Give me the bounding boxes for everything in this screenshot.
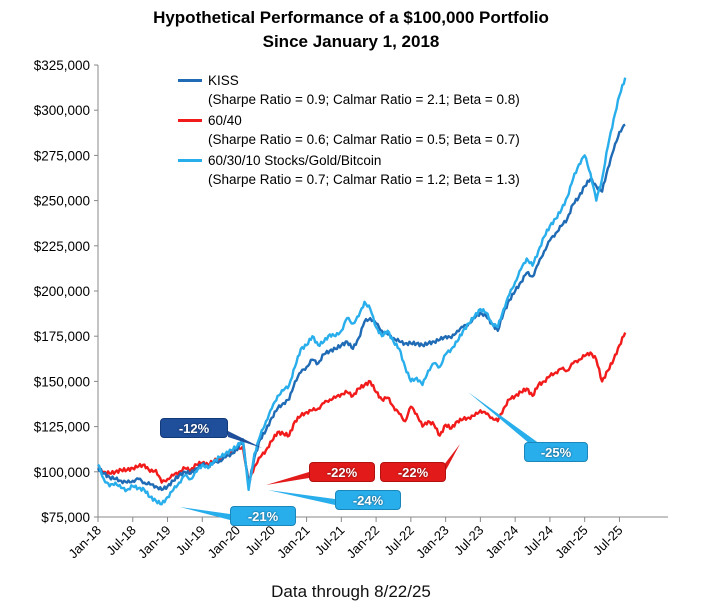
x-tick-label: Jan-22 (344, 523, 383, 562)
callout-60-40-drawdown-2020: -22% (309, 462, 375, 482)
x-tick-label: Jan-23 (413, 523, 452, 562)
callout-btc-drawdown-2022: -25% (524, 442, 588, 462)
legend-stats-kiss: (Sharpe Ratio = 0.9; Calmar Ratio = 2.1;… (208, 92, 520, 107)
chart-title-line2: Since January 1, 2018 (262, 32, 440, 51)
x-tick-label: Jan-25 (552, 523, 591, 562)
y-tick-label: $300,000 (34, 103, 90, 118)
y-tick-label: $175,000 (34, 329, 90, 344)
pointer-btc-2018 (180, 507, 230, 520)
legend-stats-60-40: (Sharpe Ratio = 0.6; Calmar Ratio = 0.5;… (208, 132, 520, 147)
pointer-kiss (228, 431, 262, 448)
x-tick-label: Jan-21 (274, 523, 313, 562)
series-lines (96, 77, 627, 506)
x-tick-label: Jul-19 (173, 523, 209, 559)
legend: KISS (Sharpe Ratio = 0.9; Calmar Ratio =… (178, 71, 520, 191)
x-tick-label: Jul-22 (381, 523, 417, 559)
legend-label-60-40: 60/40 (208, 113, 242, 128)
y-tick-label: $275,000 (34, 148, 90, 163)
x-tick-label: Jul-24 (520, 523, 556, 559)
y-tick-label: $250,000 (34, 194, 90, 209)
legend-stats-60-30-10: (Sharpe Ratio = 0.7; Calmar Ratio = 1.2;… (208, 172, 520, 187)
y-tick-label: $125,000 (34, 420, 90, 435)
series-line-60-40 (97, 332, 627, 484)
callout-kiss-drawdown: -12% (160, 418, 228, 438)
legend-label-60-30-10: 60/30/10 Stocks/Gold/Bitcoin (208, 153, 382, 168)
callout-btc-drawdown-2018: -21% (230, 506, 296, 526)
x-tick-label: Jul-21 (312, 523, 348, 559)
data-note: Data through 8/22/25 (271, 582, 431, 601)
x-tick-label: Jan-19 (135, 523, 174, 562)
y-tick-label: $200,000 (34, 284, 90, 299)
legend-entry-60-40: 60/40 (Sharpe Ratio = 0.6; Calmar Ratio … (178, 111, 520, 149)
x-tick-label: Jan-20 (204, 523, 243, 562)
legend-swatch-60-40 (178, 119, 202, 122)
legend-entry-kiss: KISS (Sharpe Ratio = 0.9; Calmar Ratio =… (178, 71, 520, 109)
chart-title-line1: Hypothetical Performance of a $100,000 P… (153, 8, 549, 27)
callout-60-40-drawdown-2022: -22% (380, 462, 446, 482)
callout-btc-drawdown-2020: -24% (335, 490, 401, 510)
y-tick-label: $75,000 (41, 510, 90, 525)
legend-swatch-60-30-10 (178, 159, 202, 162)
legend-entry-60-30-10: 60/30/10 Stocks/Gold/Bitcoin (Sharpe Rat… (178, 151, 520, 189)
pointer-60-40-2020 (266, 472, 309, 485)
x-tick-label: Jul-20 (242, 523, 278, 559)
legend-label-kiss: KISS (208, 73, 239, 88)
x-tick-label: Jul-23 (451, 523, 487, 559)
y-tick-label: $225,000 (34, 239, 90, 254)
series-line-60-30-10 (97, 77, 627, 506)
y-tick-label: $100,000 (34, 465, 90, 480)
x-tick-label: Jan-18 (65, 523, 104, 562)
series-line-kiss (96, 123, 626, 492)
pointer-btc-2022 (468, 392, 540, 444)
legend-swatch-kiss (178, 79, 202, 82)
x-tick-label: Jul-18 (103, 523, 139, 559)
x-tick-label: Jul-25 (590, 523, 626, 559)
x-tick-label: Jan-24 (483, 523, 522, 562)
pointer-btc-2020 (268, 490, 335, 505)
y-tick-label: $325,000 (34, 58, 90, 73)
y-tick-label: $150,000 (34, 374, 90, 389)
